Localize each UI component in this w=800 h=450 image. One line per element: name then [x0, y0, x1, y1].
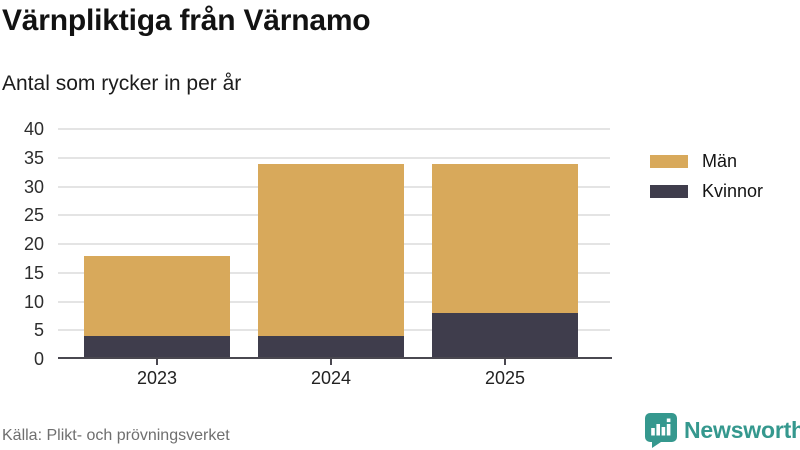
legend-swatch-kvinnor: [650, 184, 688, 198]
newsworthy-logo-link[interactable]: Newsworthy: [645, 413, 800, 448]
legend-label-män: Män: [702, 150, 738, 171]
x-tick-label-2025: 2025: [484, 368, 526, 388]
plot-area: [58, 128, 610, 359]
legend-item-män: Män: [650, 146, 763, 176]
x-tick-mark-2024: [330, 359, 332, 365]
newsworthy-wordmark: Newsworthy: [684, 417, 800, 443]
x-tick-label-2024: 2024: [310, 368, 352, 388]
bar-segment-2023-kvinnor: [84, 336, 230, 359]
x-axis-line: [58, 357, 612, 359]
y-tick-label-25: 25: [23, 205, 44, 226]
bar-segment-2024-män: [258, 163, 404, 336]
chart-subtitle: Antal som rycker in per år: [2, 72, 242, 95]
x-tick-mark-2023: [156, 359, 158, 365]
bar-segment-2023-män: [84, 255, 230, 336]
bar-segment-2024-kvinnor: [258, 336, 404, 359]
gridline-y40: [58, 128, 610, 130]
legend-item-kvinnor: Kvinnor: [650, 176, 763, 206]
y-tick-label-15: 15: [23, 262, 44, 283]
bar-2024: [258, 129, 404, 359]
y-tick-label-10: 10: [23, 291, 44, 312]
newsworthy-bubble-chart-icon: [645, 413, 677, 448]
bar-segment-2025-män: [432, 163, 578, 313]
chart-title: Värnpliktiga från Värnamo: [2, 4, 371, 37]
y-tick-label-40: 40: [23, 119, 44, 139]
y-tick-label-20: 20: [23, 234, 44, 254]
y-tick-label-0: 0: [33, 349, 44, 369]
y-tick-label-30: 30: [23, 176, 44, 197]
bar-2023: [84, 129, 230, 359]
x-tick-mark-2025: [504, 359, 506, 365]
x-tick-label-2023: 2023: [136, 368, 178, 388]
gridline-y35: [58, 156, 610, 159]
y-tick-label-35: 35: [23, 147, 44, 168]
bar-segment-2025-kvinnor: [432, 313, 578, 359]
y-tick-label-5: 5: [33, 320, 44, 341]
legend-swatch-män: [650, 154, 688, 168]
bar-2025: [432, 129, 578, 359]
legend: Män Kvinnor: [650, 146, 763, 206]
legend-label-kvinnor: Kvinnor: [702, 180, 764, 201]
source-note: Källa: Plikt- och prövningsverket: [2, 427, 230, 444]
